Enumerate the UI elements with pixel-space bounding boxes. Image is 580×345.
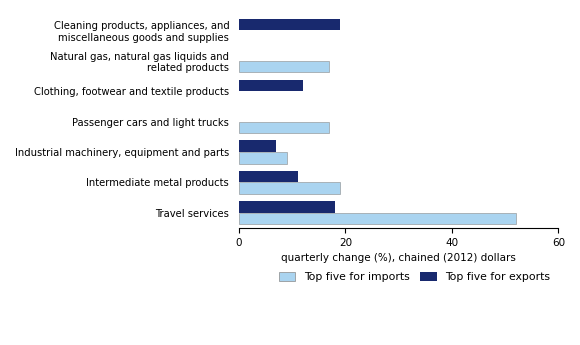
Bar — [239, 121, 329, 133]
Bar — [239, 201, 335, 213]
Bar — [239, 19, 340, 30]
Bar — [239, 61, 329, 72]
Bar — [239, 80, 303, 91]
Bar — [239, 213, 516, 225]
Bar — [239, 152, 287, 164]
Bar — [239, 183, 340, 194]
X-axis label: quarterly change (%), chained (2012) dollars: quarterly change (%), chained (2012) dol… — [281, 253, 516, 263]
Bar — [239, 140, 276, 152]
Legend: Top five for imports, Top five for exports: Top five for imports, Top five for expor… — [275, 268, 554, 287]
Bar — [239, 171, 298, 183]
